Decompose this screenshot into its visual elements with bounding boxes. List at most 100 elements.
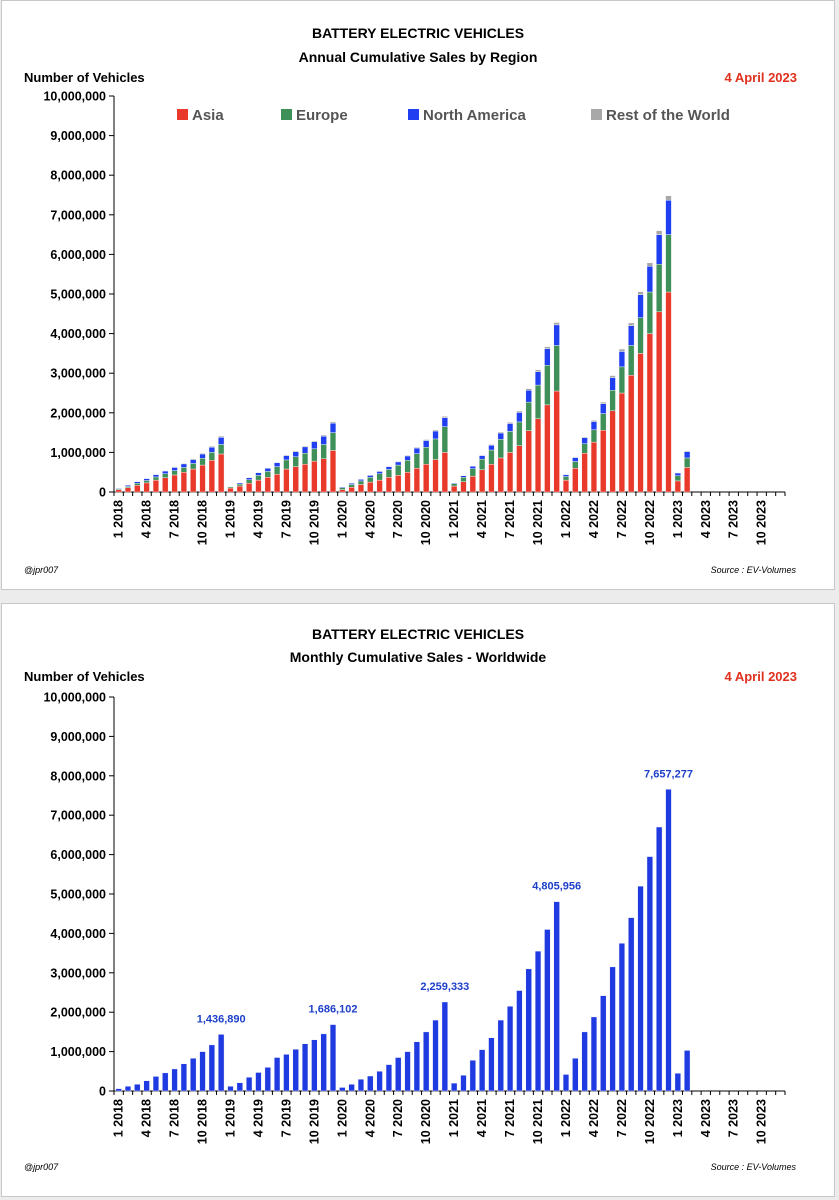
x-tick-label: 10 2022 bbox=[643, 1099, 657, 1144]
bar-asia bbox=[646, 333, 653, 493]
bar-north-america bbox=[190, 459, 197, 464]
y-tick-label: 6,000,000 bbox=[50, 848, 106, 862]
bar-rest-of-the-world bbox=[423, 439, 430, 441]
bar-asia bbox=[395, 475, 402, 493]
x-tick-label: 10 2022 bbox=[643, 500, 657, 545]
bar-north-america bbox=[646, 266, 653, 293]
x-tick-label: 7 2020 bbox=[391, 500, 405, 538]
bar bbox=[292, 1049, 299, 1092]
bar-rest-of-the-world bbox=[320, 434, 327, 437]
bar-north-america bbox=[469, 466, 476, 469]
bar-north-america bbox=[609, 377, 616, 391]
bar-rest-of-the-world bbox=[572, 456, 579, 458]
bar-europe bbox=[152, 476, 160, 481]
bar-asia bbox=[348, 487, 355, 493]
bar-europe bbox=[385, 469, 393, 478]
bar-rest-of-the-world bbox=[385, 465, 393, 467]
bar-north-america bbox=[488, 445, 495, 451]
bar-rest-of-the-world bbox=[684, 450, 691, 452]
x-tick-label: 1 2020 bbox=[335, 1099, 349, 1137]
bar-europe bbox=[236, 483, 243, 487]
bar bbox=[451, 1082, 458, 1092]
bar-europe bbox=[618, 366, 625, 394]
bar-north-america bbox=[357, 479, 365, 482]
bar-europe bbox=[162, 473, 169, 478]
x-tick-label: 4 2022 bbox=[587, 500, 601, 538]
bar-asia bbox=[227, 487, 234, 493]
x-tick-label: 10 2023 bbox=[755, 500, 769, 545]
bar bbox=[516, 990, 523, 1092]
bar bbox=[441, 1001, 448, 1092]
bar-north-america bbox=[665, 199, 672, 235]
bar bbox=[562, 1074, 570, 1092]
x-tick-label: 7 2020 bbox=[391, 1099, 405, 1137]
x-tick-label: 4 2018 bbox=[140, 500, 154, 538]
bar-asia bbox=[292, 466, 299, 493]
source: Source : EV-Volumes bbox=[711, 565, 797, 575]
bar-asia bbox=[311, 460, 318, 493]
bar bbox=[115, 1088, 122, 1092]
bar-asia bbox=[684, 467, 691, 493]
legend-swatch-europe bbox=[281, 109, 292, 120]
bar-north-america bbox=[432, 430, 439, 440]
bar-europe bbox=[423, 447, 430, 465]
chart-panel-monthly-worldwide: BATTERY ELECTRIC VEHICLES Monthly Cumula… bbox=[1, 603, 835, 1197]
bar-north-america bbox=[143, 478, 150, 481]
bar-rest-of-the-world bbox=[525, 388, 532, 391]
bar-asia bbox=[134, 485, 141, 493]
bar-europe bbox=[534, 384, 542, 419]
bar-europe bbox=[404, 460, 411, 473]
bar-asia bbox=[190, 468, 197, 493]
bar-asia bbox=[320, 458, 327, 493]
bar bbox=[553, 901, 560, 1092]
y-tick-label: 8,000,000 bbox=[50, 169, 106, 183]
bar-europe bbox=[469, 468, 476, 477]
bar-north-america bbox=[376, 471, 383, 474]
bar bbox=[357, 1078, 365, 1092]
bar bbox=[320, 1033, 327, 1092]
data-label: 1,686,102 bbox=[309, 1004, 358, 1016]
bar bbox=[423, 1031, 430, 1092]
bar-asia bbox=[525, 430, 532, 493]
bar-europe bbox=[367, 477, 374, 483]
bar bbox=[656, 826, 663, 1092]
credit: @jpr007 bbox=[24, 565, 59, 575]
bar-north-america bbox=[152, 474, 160, 478]
bar-europe bbox=[357, 480, 365, 485]
bar-europe bbox=[292, 456, 299, 467]
bar bbox=[572, 1058, 579, 1092]
x-tick-label: 10 2018 bbox=[196, 1099, 210, 1144]
bar-europe bbox=[460, 477, 467, 482]
bar bbox=[329, 1024, 337, 1092]
bar-north-america bbox=[395, 461, 402, 466]
bar-europe bbox=[301, 452, 309, 465]
bar-europe bbox=[143, 480, 150, 484]
bar-europe bbox=[600, 413, 607, 431]
bar-asia bbox=[553, 390, 560, 493]
bar bbox=[609, 966, 616, 1092]
bar-europe bbox=[283, 459, 290, 470]
x-tick-label: 7 2018 bbox=[168, 1099, 182, 1137]
bar-rest-of-the-world bbox=[199, 452, 206, 455]
bar-asia bbox=[404, 472, 411, 493]
legend-rest-of-world: Rest of the World bbox=[606, 107, 730, 124]
bar-north-america bbox=[264, 468, 271, 472]
bar-europe bbox=[432, 438, 439, 460]
bar-north-america bbox=[404, 455, 411, 461]
bar bbox=[637, 885, 644, 1092]
x-tick-label: 1 2022 bbox=[559, 500, 573, 538]
bar-north-america bbox=[572, 457, 579, 462]
bar-asia bbox=[367, 481, 374, 493]
bar-asia bbox=[246, 483, 253, 493]
bar-north-america bbox=[134, 481, 141, 484]
x-tick-label: 4 2018 bbox=[140, 1099, 154, 1137]
bar-asia bbox=[460, 481, 467, 493]
bar-asia bbox=[600, 430, 607, 493]
y-tick-label: 0 bbox=[99, 486, 106, 500]
x-tick-label: 10 2019 bbox=[307, 500, 321, 545]
bar bbox=[395, 1057, 402, 1092]
bar-europe bbox=[544, 365, 551, 406]
bar-europe bbox=[199, 458, 206, 466]
bar-rest-of-the-world bbox=[600, 401, 607, 404]
bar-north-america bbox=[199, 453, 206, 459]
